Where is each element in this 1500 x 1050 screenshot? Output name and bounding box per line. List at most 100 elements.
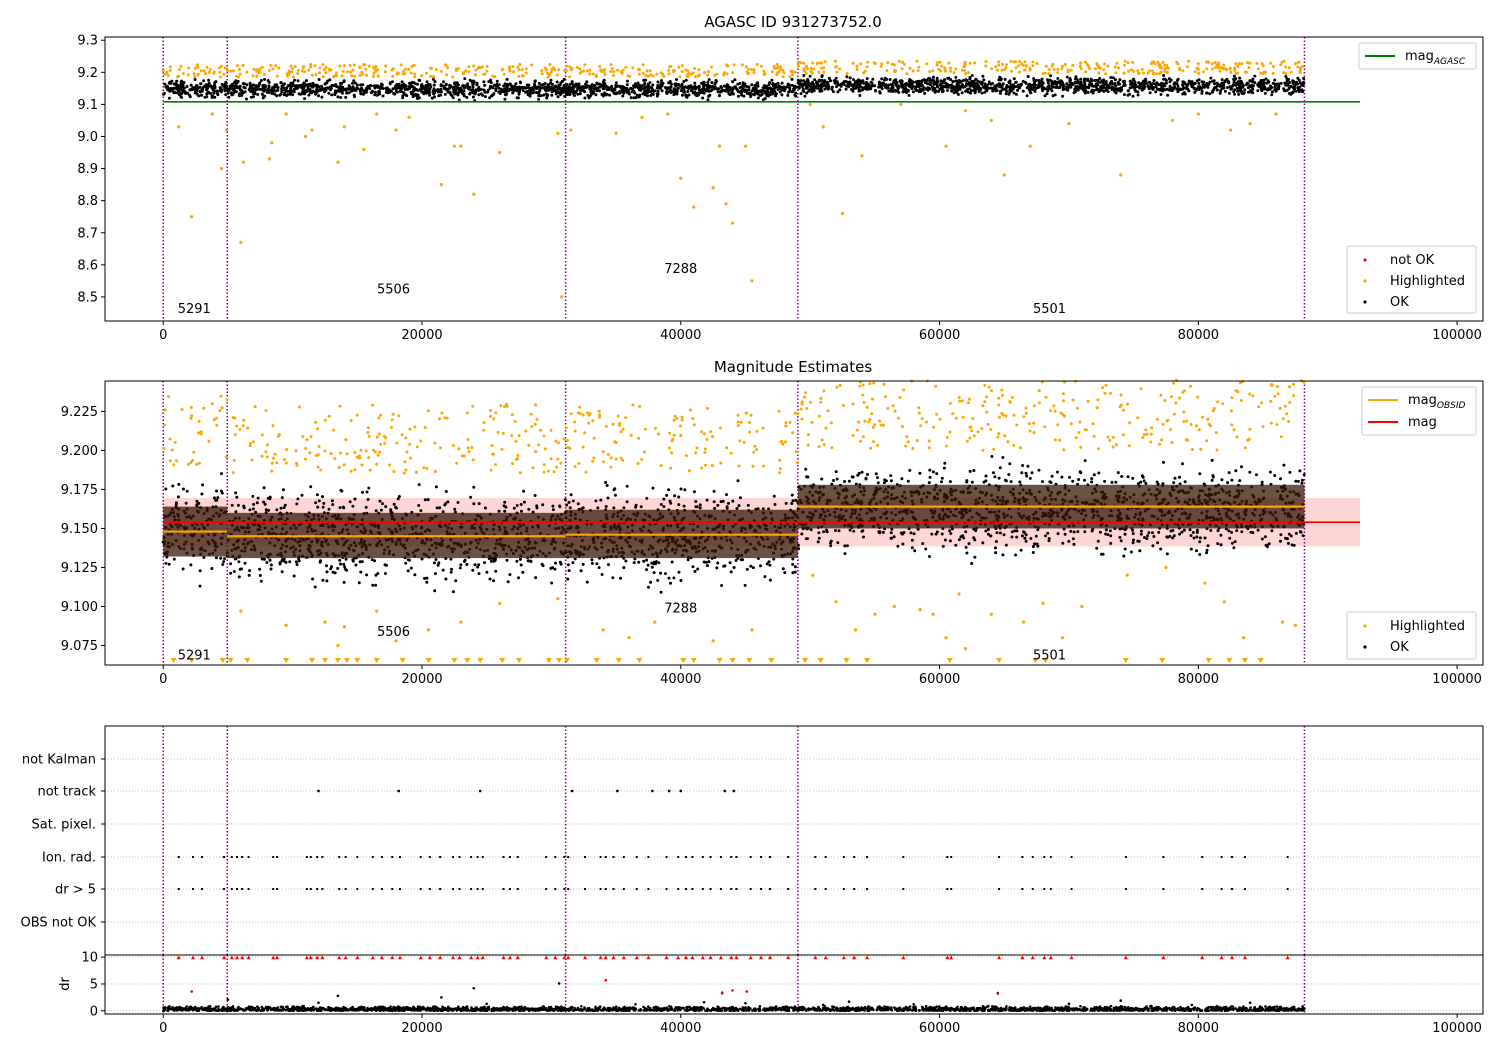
highlighted-point	[564, 69, 568, 73]
ok-point	[453, 91, 457, 95]
ok-point	[1284, 75, 1288, 78]
highlighted-point	[371, 75, 375, 78]
ok-point	[1277, 82, 1281, 86]
highlighted-point	[363, 63, 367, 67]
ok-point	[347, 91, 351, 95]
ok-point	[1100, 80, 1104, 83]
ok-point	[938, 83, 942, 87]
highlighted-point	[271, 67, 275, 71]
x-tick-label: 40000	[660, 328, 701, 343]
highlighted-point	[190, 215, 194, 219]
highlighted-point	[1218, 65, 1222, 69]
ok-point	[656, 89, 660, 93]
highlighted-point	[1069, 68, 1073, 72]
ok-point	[873, 84, 877, 88]
ok-point	[728, 86, 732, 90]
ok-point	[465, 95, 469, 99]
highlighted-point	[284, 112, 288, 116]
highlighted-point	[168, 437, 172, 441]
ok-point	[384, 90, 388, 94]
ok-point	[717, 87, 721, 91]
highlighted-point	[905, 72, 909, 76]
ok-point	[437, 561, 441, 565]
highlighted-point	[403, 460, 407, 464]
highlighted-point	[364, 67, 368, 71]
ok-point	[477, 93, 481, 97]
ok-point	[364, 505, 368, 509]
highlighted-point	[217, 66, 221, 70]
ok-point	[247, 573, 251, 577]
ok-point	[1116, 82, 1120, 86]
ok-point	[974, 77, 978, 81]
highlighted-point	[530, 63, 534, 67]
ok-point	[928, 79, 932, 83]
highlighted-point	[886, 61, 890, 65]
highlighted-point	[997, 63, 1001, 67]
highlighted-point	[638, 68, 641, 72]
ok-point	[672, 90, 676, 94]
highlighted-point	[1117, 66, 1121, 70]
ok-point	[360, 88, 364, 92]
ok-point	[311, 577, 315, 581]
ok-point	[558, 504, 562, 508]
ok-point	[545, 86, 549, 90]
highlighted-point	[1210, 62, 1214, 66]
ok-point	[263, 77, 266, 81]
highlighted-point	[179, 64, 183, 68]
ok-point	[541, 503, 545, 507]
ok-point	[331, 503, 335, 507]
highlighted-point	[270, 461, 274, 465]
ok-point	[909, 79, 913, 83]
ok-point	[1051, 81, 1055, 85]
highlighted-point	[492, 417, 496, 421]
highlighted-point	[1259, 71, 1263, 75]
ok-point	[761, 98, 765, 102]
ok-point	[665, 493, 669, 497]
highlighted-point	[274, 64, 278, 68]
highlighted-point	[376, 74, 380, 78]
ok-point	[983, 90, 987, 94]
highlighted-point	[414, 470, 418, 474]
ok-point	[1266, 79, 1270, 83]
highlighted-point	[1146, 71, 1150, 75]
highlighted-point	[1233, 68, 1237, 72]
ok-point	[175, 87, 179, 91]
ok-point	[1187, 79, 1191, 83]
ok-point	[275, 94, 279, 98]
ok-point	[515, 559, 519, 563]
ok-point	[1054, 82, 1058, 86]
highlighted-point	[940, 64, 944, 68]
highlighted-point	[464, 69, 468, 73]
ok-point	[317, 85, 321, 89]
ok-point	[1072, 91, 1076, 95]
ok-point	[1267, 87, 1271, 90]
highlighted-point	[384, 64, 388, 68]
highlighted-point	[677, 65, 681, 69]
ok-point	[189, 563, 193, 567]
ok-point	[466, 85, 470, 89]
ok-point	[1291, 90, 1295, 94]
ok-point	[523, 86, 527, 90]
ok-point	[193, 91, 197, 95]
ok-point	[212, 90, 216, 94]
ok-point	[897, 91, 901, 94]
highlighted-point	[508, 69, 512, 73]
highlighted-point	[218, 75, 222, 79]
highlighted-point	[472, 192, 476, 196]
highlighted-point	[943, 69, 947, 73]
highlighted-point	[834, 59, 837, 63]
ok-point	[1215, 88, 1219, 92]
ok-point	[270, 91, 274, 95]
ok-point	[1094, 85, 1098, 89]
highlighted-point	[285, 448, 289, 452]
highlighted-point	[400, 433, 404, 437]
ok-point	[353, 95, 356, 99]
highlighted-point	[1031, 60, 1035, 64]
highlighted-point	[616, 68, 619, 72]
ok-point	[488, 96, 492, 100]
ok-point	[535, 85, 539, 89]
ok-point	[423, 88, 427, 92]
ok-point	[660, 89, 664, 93]
ok-point	[1102, 89, 1106, 93]
ok-point	[1241, 85, 1245, 89]
